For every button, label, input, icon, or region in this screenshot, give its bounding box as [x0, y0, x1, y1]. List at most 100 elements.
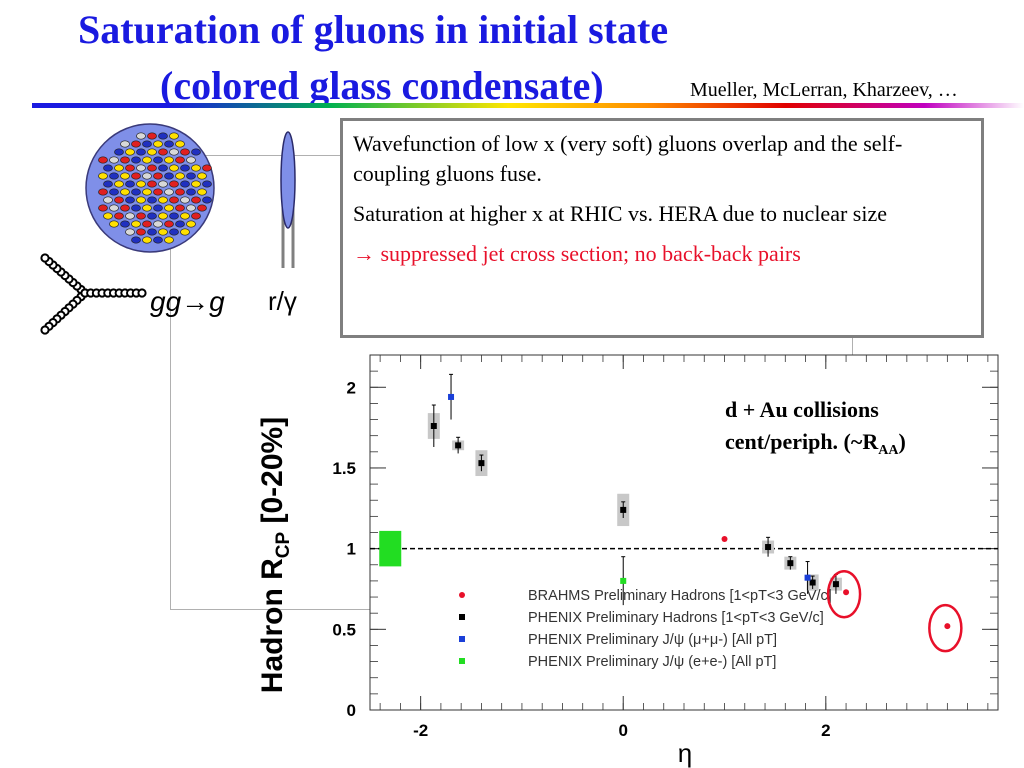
plot-frame: [369, 354, 999, 711]
parton-blob: [147, 164, 157, 172]
nucleus-icon: [85, 123, 215, 253]
parton-blob: [120, 220, 130, 228]
parton-blob: [175, 204, 185, 212]
parton-blob: [147, 212, 157, 220]
parton-blob: [197, 172, 207, 180]
parton-blob: [175, 220, 185, 228]
parton-blob: [136, 148, 146, 156]
parton-blob: [180, 196, 190, 204]
data-point-square: [832, 581, 839, 588]
parton-blob: [153, 236, 163, 244]
parton-blob: [114, 212, 124, 220]
authors-citation: Mueller, McLerran, Kharzeev, …: [690, 79, 958, 101]
parton-blob: [164, 236, 174, 244]
data-point-square: [478, 460, 485, 467]
parton-blob: [158, 196, 168, 204]
parton-blob: [136, 212, 146, 220]
parton-blob: [120, 204, 130, 212]
parton-blob: [180, 212, 190, 220]
tick-labels: 0 0.5 1 1.5 2 -2 0 2: [332, 378, 830, 740]
parton-blob: [131, 140, 141, 148]
parton-blob: [120, 156, 130, 164]
y-axis-label: Hadron RCP [0-20%]: [256, 417, 294, 693]
parton-blob: [202, 164, 212, 172]
parton-blob: [147, 196, 157, 204]
parton-blob: [191, 148, 201, 156]
parton-blob: [125, 180, 135, 188]
parton-blob: [98, 204, 108, 212]
parton-blob: [180, 164, 190, 172]
data-point-square: [430, 423, 437, 429]
parton-blob: [164, 172, 174, 180]
parton-blob: [153, 156, 163, 164]
parton-blob: [169, 180, 179, 188]
parton-blob: [120, 188, 130, 196]
highlight-circle: [826, 569, 862, 619]
legend-marker: [459, 658, 465, 664]
chart-ticks: [370, 354, 998, 711]
y-tick-label: 1: [347, 540, 356, 559]
chart-legend: BRAHMS Preliminary Hadrons [1<pT<3 GeV/c…: [459, 588, 832, 670]
gluon-fusion-diagram: [40, 253, 147, 335]
y-tick-label: 1.5: [332, 459, 356, 478]
parton-blob: [142, 220, 152, 228]
parton-blob: [109, 172, 119, 180]
r-gamma-label: r/γ: [268, 286, 297, 316]
data-point-square: [804, 574, 811, 581]
text-paragraph-2: Saturation at higher x at RHIC vs. HERA …: [353, 201, 887, 226]
parton-blob: [142, 172, 152, 180]
parton-blob: [114, 164, 124, 172]
data-point-circle: [944, 623, 951, 630]
parton-blob: [164, 156, 174, 164]
text-paragraph-1: Wavefunction of low x (very soft) gluons…: [353, 131, 903, 186]
data-point-square: [787, 560, 794, 567]
data-point-square: [620, 577, 627, 584]
title-underline-divider: [32, 103, 1024, 108]
parton-blob: [191, 196, 201, 204]
parton-blob: [191, 164, 201, 172]
parton-blob: [136, 196, 146, 204]
highlight-circles: [826, 569, 963, 653]
parton-blob: [169, 228, 179, 236]
parton-blob: [147, 228, 157, 236]
parton-blob: [191, 212, 201, 220]
parton-blob: [175, 172, 185, 180]
parton-blob: [202, 196, 212, 204]
parton-blob: [114, 196, 124, 204]
parton-blob: [191, 180, 201, 188]
parton-blob: [164, 220, 174, 228]
explanation-textbox: Wavefunction of low x (very soft) gluons…: [340, 118, 984, 338]
x-tick-label: 2: [821, 721, 830, 740]
parton-blob: [180, 148, 190, 156]
parton-blob: [125, 196, 135, 204]
data-point-circle: [843, 589, 850, 596]
parton-blob: [120, 140, 130, 148]
legend-label: PHENIX Preliminary Hadrons [1<pT<3 GeV/c…: [528, 610, 824, 626]
data-point-square: [448, 393, 455, 400]
parton-blob: [98, 156, 108, 164]
parton-blob: [153, 188, 163, 196]
y-tick-label: 0: [347, 701, 356, 720]
slide-title-line2: (colored glass condensate): [160, 63, 604, 108]
text-paragraph-3: → suppressed jet cross section; no back-…: [353, 241, 801, 266]
parton-blob: [153, 140, 163, 148]
y-tick-label: 0.5: [332, 620, 356, 639]
parton-blob: [109, 204, 119, 212]
x-tick-label: -2: [413, 721, 428, 740]
parton-blob: [103, 164, 113, 172]
data-point-square: [620, 506, 627, 513]
gluon-coil: [40, 325, 50, 335]
parton-blob: [103, 180, 113, 188]
parton-blob: [169, 132, 179, 140]
parton-blob: [125, 148, 135, 156]
parton-blob: [109, 188, 119, 196]
parton-blob: [142, 236, 152, 244]
parton-blob: [158, 228, 168, 236]
parton-blob: [158, 132, 168, 140]
parton-blob: [131, 204, 141, 212]
annotation-line2: cent/periph. (~RAA): [725, 429, 906, 458]
parton-blob: [114, 180, 124, 188]
parton-blob: [125, 164, 135, 172]
parton-blob: [186, 156, 196, 164]
parton-blob: [147, 180, 157, 188]
